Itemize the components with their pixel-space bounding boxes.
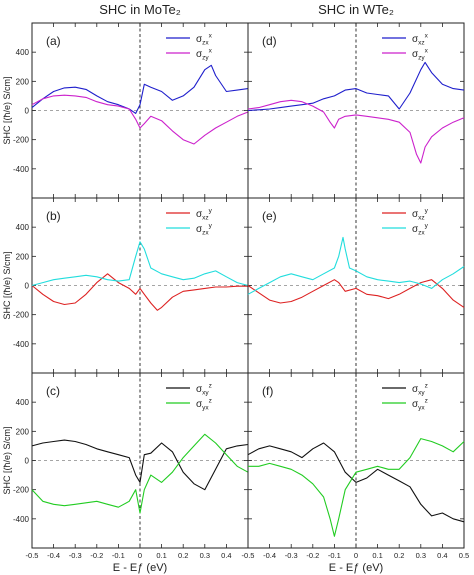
y-tick-label: 400 <box>16 48 30 57</box>
series-line-f-1 <box>247 442 465 523</box>
y-tick-label: -200 <box>13 311 30 320</box>
panel-label: (a) <box>46 34 61 48</box>
y-tick-label: 200 <box>16 77 30 86</box>
x-tick-label: -0.5 <box>26 551 39 560</box>
y-tick-label: -400 <box>13 340 30 349</box>
series-line-c-2 <box>31 433 249 514</box>
x-tick-label: -0.3 <box>69 551 82 560</box>
x-tick-label: 0 <box>138 551 142 560</box>
legend-label: σyxz <box>412 398 428 412</box>
y-tick-label: 0 <box>25 107 30 116</box>
panel-label: (f) <box>262 384 273 398</box>
x-tick-label: -0.1 <box>328 551 341 560</box>
y-tick-label: 400 <box>16 223 30 232</box>
series-line-e-2 <box>247 236 465 295</box>
y-tick-label: 400 <box>16 398 30 407</box>
x-tick-label: 0.3 <box>416 551 426 560</box>
series-line-a-2 <box>31 94 249 145</box>
x-tick-label: -0.3 <box>285 551 298 560</box>
y-tick-label: 200 <box>16 427 30 436</box>
series-line-e-1 <box>247 279 465 308</box>
x-tick-label: 0.1 <box>372 551 382 560</box>
series-line-b-1 <box>31 273 248 311</box>
col-title-mote2: SHC in MoTe₂ <box>99 2 181 17</box>
y-tick-label: 0 <box>25 282 30 291</box>
x-tick-label: 0 <box>354 551 358 560</box>
y-tick-label: 0 <box>25 457 30 466</box>
x-tick-label: -0.1 <box>112 551 125 560</box>
x-tick-label: -0.5 <box>242 551 255 560</box>
legend-label: σyxz <box>196 398 212 412</box>
panel-label: (b) <box>46 209 61 223</box>
series-line-b-2 <box>31 241 249 287</box>
panel-f: -0.5 -0.4 -0.3 -0.2 -0.1 0 0.1 0.2 0.3 0.4 0.5 (f) σ… <box>242 372 469 560</box>
series-line-a-1 <box>31 64 249 114</box>
x-tick-label: -0.4 <box>263 551 276 560</box>
panel-label: (d) <box>262 34 277 48</box>
series-line-f-2 <box>248 438 465 537</box>
panel-label: (e) <box>262 209 277 223</box>
y-tick-label: -400 <box>13 515 30 524</box>
x-tick-label: -0.4 <box>47 551 60 560</box>
x-tick-label: 0.4 <box>437 551 447 560</box>
x-tick-label: 0.2 <box>178 551 188 560</box>
y-axis-label: SHC [(ħ/e) S/cm] <box>2 426 12 494</box>
x-tick-label: -0.2 <box>90 551 103 560</box>
legend-label: σzxx <box>196 33 213 47</box>
legend-label: σzxy <box>412 223 429 237</box>
x-tick-label: 0.5 <box>459 551 469 560</box>
x-axis-label-left: E - Eƒ (eV) <box>113 562 167 574</box>
panel-c: -400 -200 0 200 400 -0.5 -0.4 -0.3 -0.2 -0.1 0 0.1 0… <box>2 372 249 560</box>
series-line-c-1 <box>31 439 249 491</box>
legend-label: σxzy <box>196 208 213 222</box>
x-tick-label: 0.1 <box>156 551 166 560</box>
x-tick-label: 0.4 <box>221 551 231 560</box>
legend-label: σxzy <box>412 208 429 222</box>
legend-label: σxyz <box>196 383 212 397</box>
x-tick-label: -0.2 <box>306 551 319 560</box>
legend-label: σzyx <box>412 48 429 62</box>
y-tick-label: -400 <box>13 165 30 174</box>
legend-label: σxyz <box>412 383 428 397</box>
legend-label: σzxy <box>196 223 213 237</box>
y-tick-label: -200 <box>13 486 30 495</box>
y-tick-label: -200 <box>13 136 30 145</box>
col-title-wte2: SHC in WTe₂ <box>318 2 394 17</box>
series-line-d-2 <box>247 99 465 164</box>
y-tick-label: 200 <box>16 252 30 261</box>
legend-label: σzyx <box>196 48 213 62</box>
x-tick-label: 0.3 <box>200 551 210 560</box>
panel-label: (c) <box>46 384 60 398</box>
legend-label: σxzx <box>412 33 429 47</box>
x-axis-label-right: E - Eƒ (eV) <box>329 562 383 574</box>
x-tick-label: 0.2 <box>394 551 404 560</box>
y-axis-label: SHC [(ħ/e) S/cm] <box>2 76 12 144</box>
y-axis-label: SHC [(ħ/e) S/cm] <box>2 251 12 319</box>
series-line-d-1 <box>247 61 465 112</box>
